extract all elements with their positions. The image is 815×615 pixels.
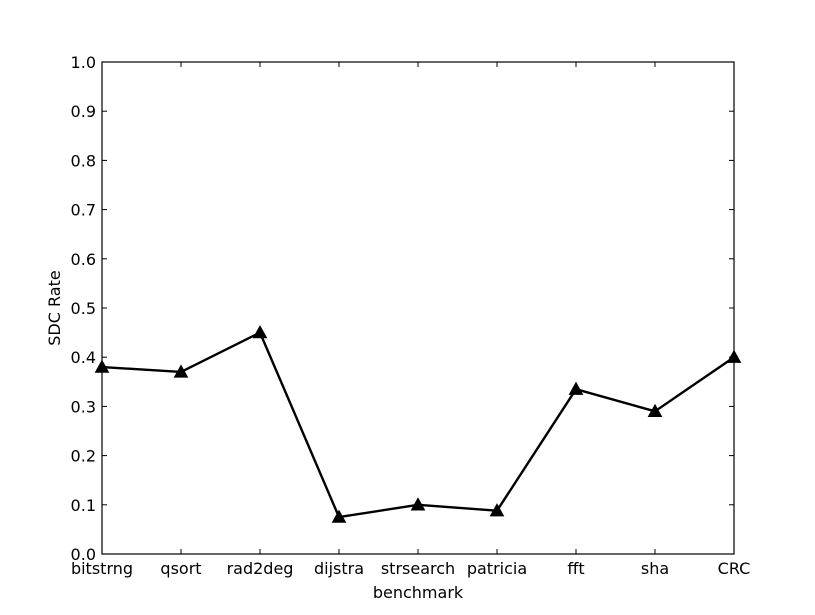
y-tick-label: 1.0 [71,53,96,72]
y-tick-label: 0.4 [71,348,96,367]
y-axis-title: SDC Rate [45,270,64,345]
y-tick-label: 0.0 [71,545,96,564]
data-point-marker [647,403,663,418]
data-point-marker [568,381,584,395]
y-tick-label: 0.8 [71,151,96,170]
data-point-marker [173,364,189,378]
data-point-marker [331,509,347,523]
x-tick-label: patricia [467,559,527,578]
y-tick-label: 0.3 [71,397,96,416]
y-tick-label: 0.5 [71,299,96,318]
data-point-marker [410,497,426,511]
y-tick-label: 0.1 [71,496,96,515]
y-tick-label: 0.7 [71,201,96,220]
x-tick-label: dijstra [314,559,364,578]
data-point-marker [489,503,505,517]
plot-frame [101,61,735,555]
plot-area [102,62,734,554]
x-tick-label: rad2deg [227,559,294,578]
y-tick-label: 0.9 [71,102,96,121]
x-tick-label: qsort [160,559,201,578]
x-axis-title: benchmark [373,583,464,602]
y-tick-label: 0.2 [71,447,96,466]
x-tick-label: strsearch [381,559,455,578]
tick-labels-layer: 0.0 0.1 0.2 0.3 0.4 0.5 0.6 0.7 0.8 0.9 1.0 bitstrn… [71,53,751,578]
x-tick-label: fft [567,559,584,578]
x-tick-label: bitstrng [71,559,133,578]
y-tick-label: 0.6 [71,250,96,269]
x-tick-label: CRC [718,559,751,578]
x-tick-label: sha [641,559,669,578]
data-point-marker [252,325,268,339]
